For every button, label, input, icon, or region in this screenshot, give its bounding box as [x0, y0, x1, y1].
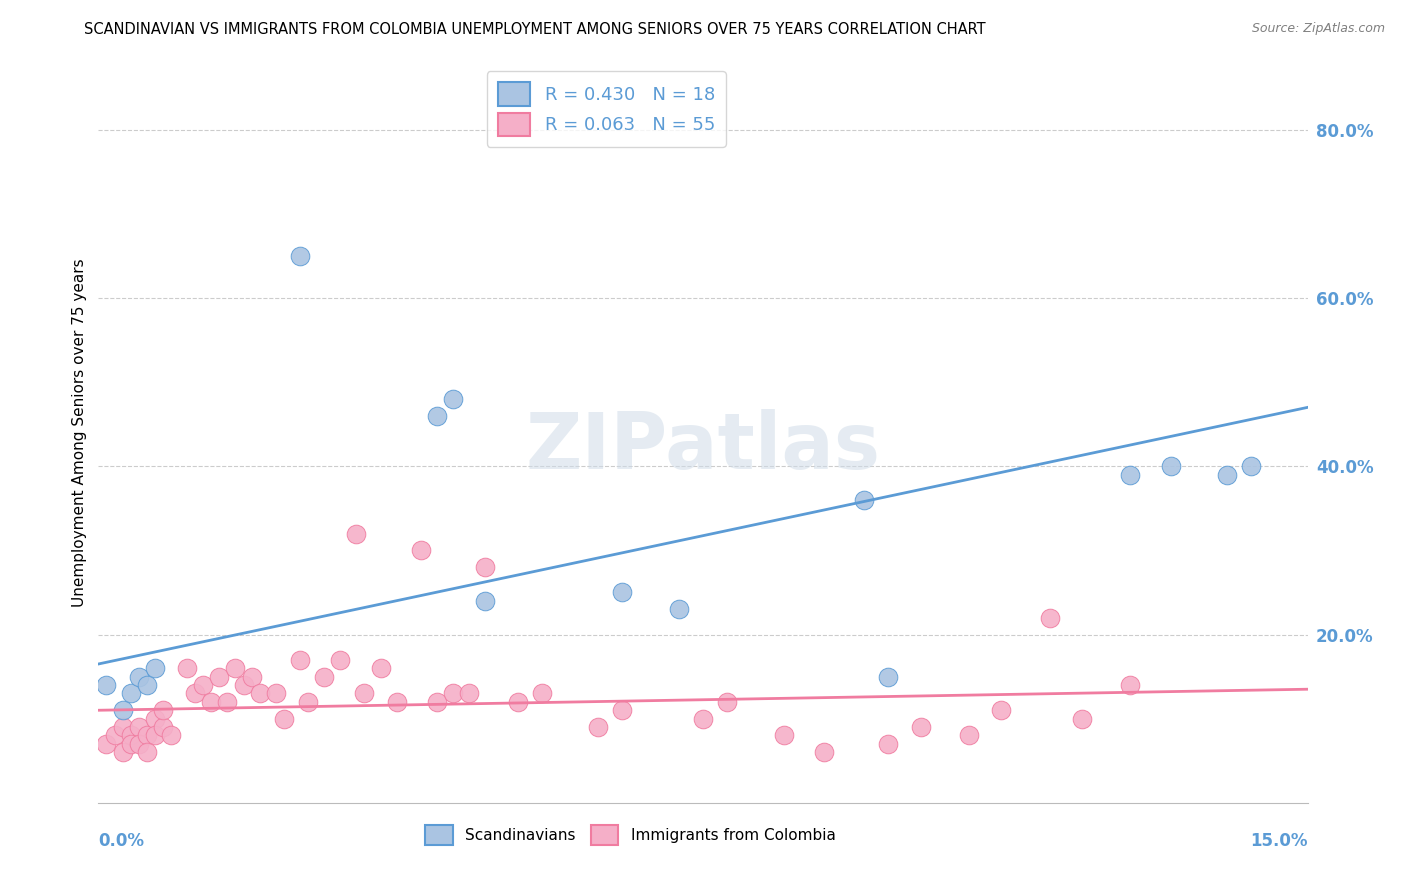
Point: [344, 526, 367, 541]
Text: Source: ZipAtlas.com: Source: ZipAtlas.com: [1251, 22, 1385, 36]
Point: [1240, 459, 1263, 474]
Text: 15.0%: 15.0%: [1250, 832, 1308, 850]
Point: [297, 695, 319, 709]
Point: [474, 560, 496, 574]
Point: [612, 585, 634, 599]
Point: [668, 602, 690, 616]
Text: SCANDINAVIAN VS IMMIGRANTS FROM COLOMBIA UNEMPLOYMENT AMONG SENIORS OVER 75 YEAR: SCANDINAVIAN VS IMMIGRANTS FROM COLOMBIA…: [84, 22, 986, 37]
Point: [506, 695, 529, 709]
Point: [530, 686, 553, 700]
Point: [426, 695, 449, 709]
Point: [152, 703, 174, 717]
Point: [716, 695, 738, 709]
Point: [160, 729, 183, 743]
Point: [813, 745, 835, 759]
Point: [441, 686, 464, 700]
Point: [128, 720, 150, 734]
Point: [96, 737, 118, 751]
Point: [135, 678, 157, 692]
Point: [143, 729, 166, 743]
Point: [692, 712, 714, 726]
Point: [441, 392, 464, 406]
Point: [288, 653, 311, 667]
Point: [353, 686, 375, 700]
Legend: Scandinavians, Immigrants from Colombia: Scandinavians, Immigrants from Colombia: [419, 819, 842, 851]
Point: [586, 720, 609, 734]
Point: [224, 661, 246, 675]
Point: [1119, 678, 1142, 692]
Point: [990, 703, 1012, 717]
Point: [385, 695, 408, 709]
Point: [329, 653, 352, 667]
Point: [1160, 459, 1182, 474]
Point: [111, 745, 134, 759]
Point: [135, 729, 157, 743]
Point: [143, 661, 166, 675]
Point: [273, 712, 295, 726]
Point: [143, 712, 166, 726]
Point: [264, 686, 287, 700]
Point: [96, 678, 118, 692]
Point: [217, 695, 239, 709]
Point: [111, 720, 134, 734]
Point: [1070, 712, 1092, 726]
Point: [128, 670, 150, 684]
Point: [120, 686, 142, 700]
Y-axis label: Unemployment Among Seniors over 75 years: Unemployment Among Seniors over 75 years: [72, 259, 87, 607]
Point: [1216, 467, 1239, 482]
Point: [208, 670, 231, 684]
Point: [474, 594, 496, 608]
Point: [772, 729, 794, 743]
Point: [1119, 467, 1142, 482]
Point: [128, 737, 150, 751]
Point: [370, 661, 392, 675]
Point: [111, 703, 134, 717]
Point: [910, 720, 932, 734]
Point: [120, 737, 142, 751]
Point: [152, 720, 174, 734]
Point: [103, 729, 125, 743]
Point: [120, 729, 142, 743]
Point: [288, 249, 311, 263]
Point: [853, 492, 876, 507]
Text: ZIPatlas: ZIPatlas: [526, 409, 880, 485]
Point: [176, 661, 198, 675]
Point: [193, 678, 215, 692]
Point: [232, 678, 254, 692]
Point: [200, 695, 222, 709]
Point: [877, 737, 900, 751]
Point: [409, 543, 432, 558]
Point: [612, 703, 634, 717]
Point: [458, 686, 481, 700]
Point: [184, 686, 207, 700]
Point: [1039, 610, 1062, 624]
Point: [426, 409, 449, 423]
Point: [135, 745, 157, 759]
Point: [957, 729, 980, 743]
Text: 0.0%: 0.0%: [98, 832, 145, 850]
Point: [314, 670, 336, 684]
Point: [877, 670, 900, 684]
Point: [249, 686, 271, 700]
Point: [240, 670, 263, 684]
